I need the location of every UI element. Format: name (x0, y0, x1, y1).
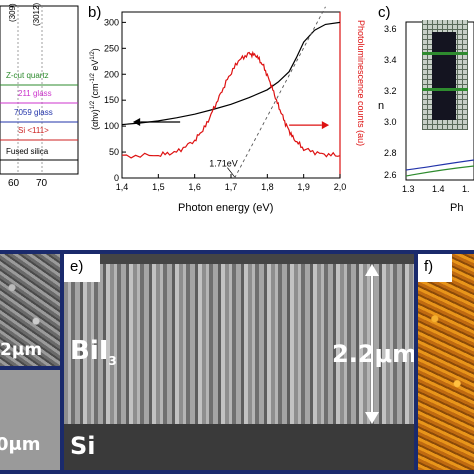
panel-b-ylabel-right: Photoluminescence counts (au) (356, 20, 366, 147)
x-tick-label: 1,5 (152, 182, 165, 192)
x-tick-label: 1,6 (188, 182, 201, 192)
photo-bar-bottom (422, 88, 468, 91)
sample-photo (422, 20, 468, 130)
panel-c-ylabel: n (378, 100, 385, 112)
panel-f-label: f) (424, 258, 434, 275)
panel-c: 3.6 3.4 3.2 3.0 2.8 2.6 n 1.3 1.4 1. Ph (378, 0, 474, 220)
panel-b-xlabel: Photon energy (eV) (178, 202, 274, 214)
panel-b-label: b) (88, 4, 102, 21)
panel-b-ylabel-left: (αhν)1/2 (cm-1/2 eV1/2) (90, 48, 100, 130)
sample-film (432, 32, 456, 120)
left-axis-arrowhead (132, 117, 141, 126)
panel-c-ytick-5: 2.6 (384, 170, 397, 180)
si-label: Si (70, 432, 96, 460)
y-tick-label: 150 (104, 95, 119, 105)
panel-c-ytick-0: 3.6 (384, 24, 397, 34)
panel-d-top: 2μm (0, 254, 60, 366)
panel-b-chart: 1,4 1,5 1,6 1,7 1,8 1,9 2,0 0 50 100 150 200 250 300 1… (104, 6, 347, 192)
panel-c-ytick-4: 2.8 (384, 148, 397, 158)
panel-c-xtick-2: 1. (462, 184, 470, 194)
thickness-label: 2.2μm (332, 340, 414, 368)
x-tick-label: 1,8 (261, 182, 274, 192)
panel-f-label-box: f) (418, 254, 452, 282)
panel-e-top-surface (64, 254, 414, 264)
panel-e-label-box: e) (64, 254, 100, 282)
panel-c-xtick-0: 1.3 (402, 184, 415, 194)
panel-c-xlabel: Ph (450, 202, 464, 214)
thickness-arrow (365, 264, 379, 424)
panel-a-plot (0, 5, 79, 175)
bandgap-annotation: 1.71eV (209, 159, 238, 169)
x-tick-label: 2,0 (334, 182, 347, 192)
si-substrate (64, 424, 414, 470)
sample-label-7059: 7059 glass (14, 108, 53, 117)
panel-c-xtick-1: 1.4 (432, 184, 445, 194)
absorption-series (121, 21, 341, 126)
scale-bottom: 0μm (0, 434, 41, 455)
y-tick-label: 100 (104, 121, 119, 131)
x-tick-label: 1,4 (116, 182, 129, 192)
bandgap-fit-line (234, 6, 326, 179)
panel-d-bottom: 0μm (0, 370, 60, 470)
panel-a-xtick-60: 60 (8, 178, 20, 189)
panel-c-ytick-1: 3.4 (384, 55, 397, 65)
photoluminescence-series (121, 50, 341, 159)
bii3-sub: 3 (108, 354, 117, 369)
panel-c-ytick-3: 3.0 (384, 117, 397, 127)
y-tick-label: 200 (104, 69, 119, 79)
y-tick-label: 0 (114, 173, 119, 183)
peak-label-3012: (3012) (32, 2, 41, 26)
peak-label-309: (309) (8, 3, 17, 22)
scale-top: 2μm (0, 340, 43, 360)
annotation-pointer (227, 167, 235, 178)
right-axis-arrowhead (321, 121, 330, 130)
y-tick-label: 300 (104, 17, 119, 27)
x-tick-label: 1,9 (297, 182, 310, 192)
sample-label-fused: Fused silica (6, 147, 49, 156)
panel-c-ytick-2: 3.2 (384, 86, 397, 96)
panel-e-label: e) (70, 258, 84, 275)
bii3-film-text: BiI (70, 336, 109, 366)
panel-a: (309) (3012) Z-cut quartz 211 glass 7059… (0, 0, 80, 220)
sample-label-211: 211 glass (18, 89, 52, 98)
photo-bar-top (422, 52, 468, 55)
sample-label-quartz: Z-cut quartz (6, 71, 49, 80)
panel-e: BiI3 2.2μm Si (64, 254, 414, 470)
bii3-film (64, 264, 414, 424)
y-tick-label: 50 (109, 147, 119, 157)
panel-f (418, 254, 474, 470)
y-tick-label: 250 (104, 43, 119, 53)
plot-frame (121, 11, 341, 179)
sample-label-si: Si <111> (18, 126, 49, 135)
panel-a-xtick-70: 70 (36, 178, 48, 189)
bii3-label: BiI3 (70, 336, 117, 368)
x-tick-label: 1,7 (225, 182, 238, 192)
panel-c-label: c) (378, 4, 391, 21)
